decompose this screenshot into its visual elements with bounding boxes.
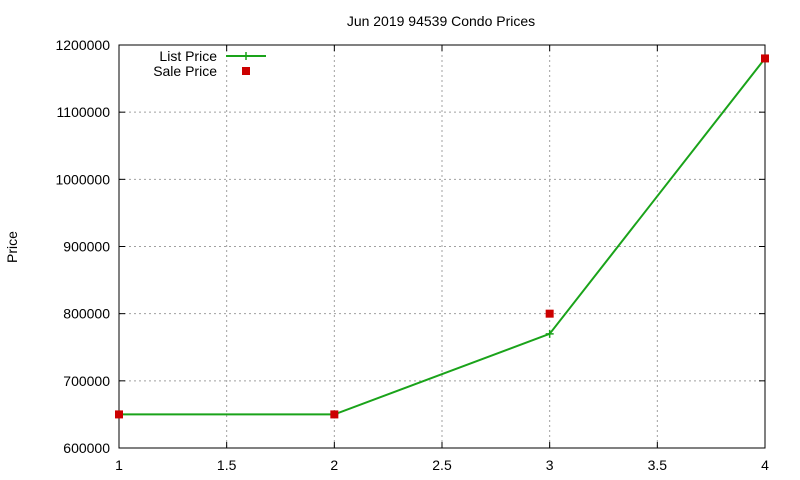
chart-title: Jun 2019 94539 Condo Prices (347, 13, 535, 29)
x-tick-label: 4 (761, 457, 769, 473)
series (115, 54, 769, 419)
x-tick-label: 2 (330, 457, 338, 473)
plot-frame (118, 44, 766, 449)
y-tick-label: 1000000 (55, 171, 110, 187)
sale-price-point (115, 410, 123, 419)
y-tick-label: 800000 (63, 306, 110, 322)
sale-price-point (330, 410, 339, 419)
legend-label: Sale Price (153, 63, 217, 79)
legend-swatch-marker (242, 67, 250, 75)
grid (119, 45, 765, 448)
list-price-line (119, 57, 766, 416)
x-tick-label: 3.5 (648, 457, 668, 473)
x-tick-label: 1.5 (217, 457, 237, 473)
y-tick-label: 1100000 (57, 104, 111, 120)
legend-label: List Price (159, 48, 217, 64)
sale-price-point (545, 309, 554, 318)
legend-swatch-marker (242, 52, 250, 60)
x-tick-label: 3 (546, 457, 554, 473)
sale-price-point (761, 54, 769, 63)
x-tick-label: 2.5 (432, 457, 452, 473)
x-tick-label: 1 (115, 457, 123, 473)
y-tick-label: 600000 (63, 440, 110, 456)
series-1 (115, 54, 769, 419)
list-price-point (545, 329, 554, 338)
y-axis-label: Price (4, 231, 20, 263)
axis-ticks: 1 1.5 2 2.5 3 3.5 4 600000 700000 800000 900000 100… (55, 37, 769, 473)
y-tick-label: 700000 (63, 373, 110, 389)
y-tick-label: 900000 (63, 239, 110, 255)
y-tick-label: 1200000 (55, 37, 110, 53)
